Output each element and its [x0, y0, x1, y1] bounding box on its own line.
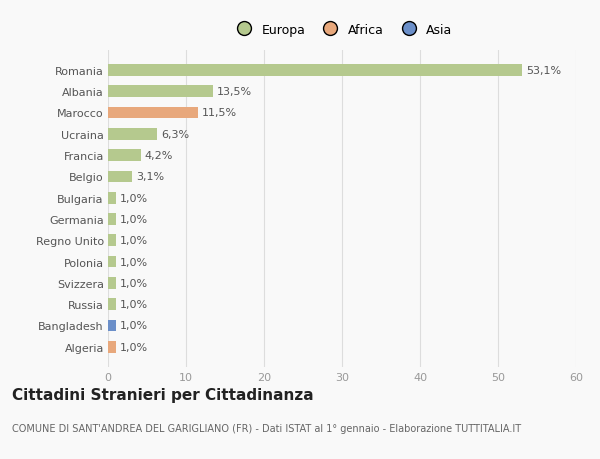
Bar: [108, 107, 198, 119]
Bar: [108, 86, 214, 98]
Bar: [108, 299, 116, 310]
Bar: [108, 65, 522, 77]
Text: 6,3%: 6,3%: [161, 129, 189, 140]
Text: 3,1%: 3,1%: [136, 172, 164, 182]
Bar: [108, 277, 116, 289]
Text: 1,0%: 1,0%: [120, 342, 148, 352]
Legend: Europa, Africa, Asia: Europa, Africa, Asia: [227, 19, 458, 42]
Bar: [108, 171, 132, 183]
Text: COMUNE DI SANT'ANDREA DEL GARIGLIANO (FR) - Dati ISTAT al 1° gennaio - Elaborazi: COMUNE DI SANT'ANDREA DEL GARIGLIANO (FR…: [12, 424, 521, 433]
Bar: [108, 192, 116, 204]
Bar: [108, 320, 116, 331]
Bar: [108, 256, 116, 268]
Text: 53,1%: 53,1%: [526, 66, 561, 76]
Text: 11,5%: 11,5%: [202, 108, 237, 118]
Text: 1,0%: 1,0%: [120, 214, 148, 224]
Text: 1,0%: 1,0%: [120, 278, 148, 288]
Text: 1,0%: 1,0%: [120, 299, 148, 309]
Bar: [108, 213, 116, 225]
Text: 13,5%: 13,5%: [217, 87, 253, 97]
Text: Cittadini Stranieri per Cittadinanza: Cittadini Stranieri per Cittadinanza: [12, 387, 314, 403]
Text: 1,0%: 1,0%: [120, 193, 148, 203]
Bar: [108, 150, 141, 162]
Bar: [108, 341, 116, 353]
Text: 1,0%: 1,0%: [120, 257, 148, 267]
Text: 1,0%: 1,0%: [120, 236, 148, 246]
Bar: [108, 235, 116, 246]
Text: 4,2%: 4,2%: [145, 151, 173, 161]
Bar: [108, 129, 157, 140]
Text: 1,0%: 1,0%: [120, 321, 148, 330]
